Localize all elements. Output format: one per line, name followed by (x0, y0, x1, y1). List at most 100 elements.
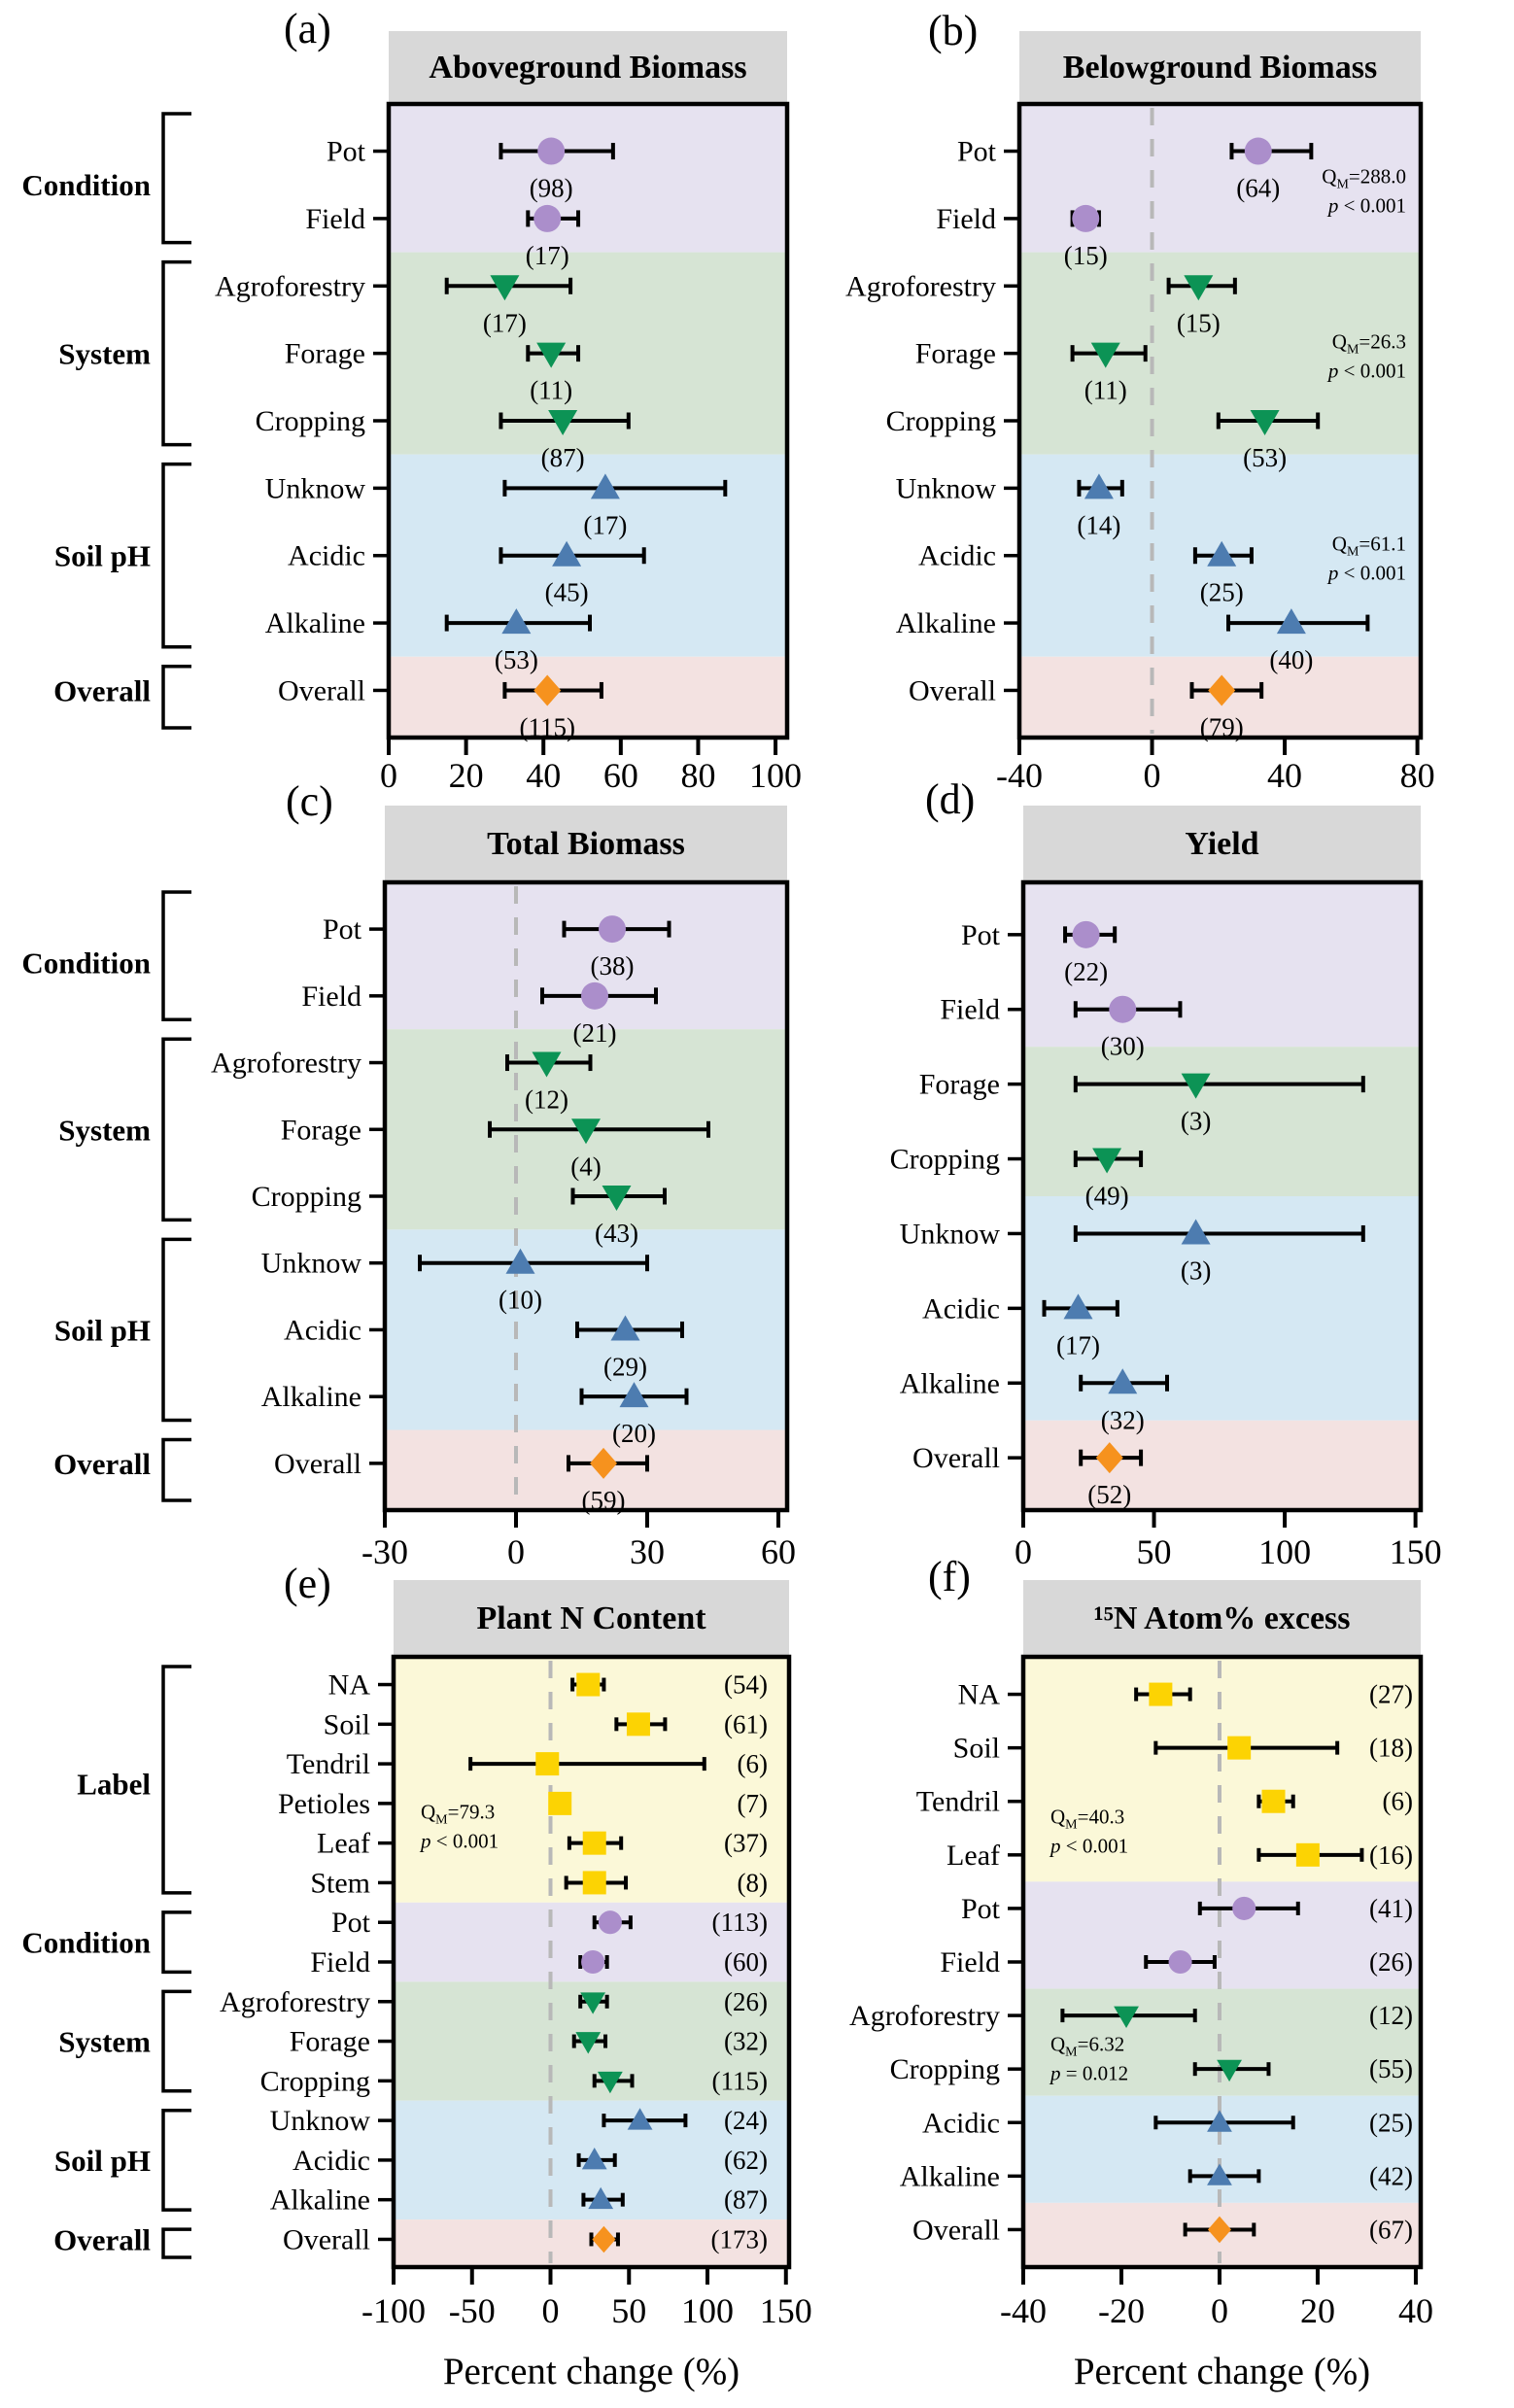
panel-f-title: ¹⁵N Atom% excess (1023, 1580, 1421, 1657)
category-label: Cropping (890, 1144, 1000, 1176)
plot-border (386, 101, 790, 740)
p-annotation: p < 0.001 (1326, 562, 1406, 585)
category-label: Pot (327, 136, 366, 168)
category-label: Unknow (261, 1248, 362, 1280)
panel-a-plot: Pot (98) Field (17) Agroforestry (17) Forage (1… (21, 101, 802, 795)
band-soilph (1023, 2095, 1421, 2203)
band-condition (1023, 1881, 1421, 1989)
count-label: (26) (1369, 1947, 1413, 1977)
count-label: (3) (1181, 1107, 1211, 1136)
x-tick-label: 150 (1390, 1532, 1442, 1571)
count-label: (52) (1087, 1480, 1131, 1509)
category-label: Acidic (292, 2145, 370, 2177)
marker-diamond (1095, 1442, 1123, 1474)
count-label: (8) (738, 1868, 768, 1897)
band-overall (385, 1429, 787, 1510)
count-label: (4) (570, 1152, 601, 1181)
marker-square (1149, 1682, 1173, 1706)
count-label: (49) (1085, 1182, 1129, 1211)
band-label (394, 1657, 789, 1903)
category-label: Unknow (270, 2105, 371, 2137)
count-label: (61) (724, 1709, 768, 1738)
count-label: (67) (1369, 2215, 1413, 2244)
marker-triangle-down (548, 410, 578, 435)
marker-circle (537, 137, 566, 165)
x-tick-label: 20 (449, 756, 484, 795)
count-label: (18) (1369, 1734, 1413, 1763)
count-label: (54) (724, 1670, 768, 1700)
plot-border (1020, 879, 1424, 1513)
count-label: (87) (724, 2185, 768, 2215)
marker-diamond (592, 2225, 616, 2253)
marker-triangle-up (552, 540, 582, 567)
category-label: Cropping (256, 405, 365, 437)
count-label: (53) (495, 645, 538, 674)
group-bracket (161, 259, 191, 447)
x-tick-label: 40 (526, 756, 561, 795)
group-bracket (161, 2108, 191, 2212)
marker-triangle-down (490, 275, 520, 301)
category-label: Overall (274, 1448, 361, 1480)
marker-triangle-down (1090, 342, 1120, 368)
category-label: Field (305, 203, 365, 235)
category-label: Unknow (900, 1218, 1001, 1250)
category-label: Alkaline (261, 1381, 361, 1413)
count-label: (20) (612, 1419, 656, 1448)
count-label: (17) (1056, 1330, 1100, 1359)
marker-diamond (1208, 674, 1236, 706)
count-label: (3) (1181, 1256, 1211, 1285)
category-label: Alkaline (896, 607, 996, 639)
band-condition (1023, 882, 1421, 1048)
count-label: (55) (1369, 2054, 1413, 2083)
marker-triangle-up (619, 1382, 649, 1408)
category-label: Tendril (287, 1748, 370, 1780)
count-label: (17) (526, 241, 569, 270)
marker-triangle-down (1217, 2059, 1242, 2082)
group-label: Overall (53, 1447, 151, 1481)
panel-d-title-text: Yield (1185, 825, 1259, 862)
qm-annotation: QM=288.0 (1322, 165, 1406, 192)
marker-triangle-down (597, 2071, 623, 2094)
category-label: Overall (283, 2223, 370, 2255)
panel-e-letter: (e) (284, 1560, 331, 1607)
band-condition (385, 882, 787, 1030)
x-tick-label: 0 (1144, 756, 1161, 795)
category-label: Pot (957, 136, 997, 168)
category-label: Acidic (288, 540, 365, 572)
count-label: (25) (1369, 2108, 1413, 2137)
x-tick-label: 80 (1400, 756, 1435, 795)
category-label: Agroforestry (215, 270, 365, 302)
marker-square (535, 1752, 560, 1776)
marker-triangle-up (505, 1248, 535, 1274)
marker-triangle-down (580, 1992, 606, 2014)
qm-annotation: QM=6.32 (1050, 2032, 1124, 2059)
panel-e-plot: NA (54) Soil (61) Tendril (6) Petioles (7) Leaf (… (21, 1654, 812, 2330)
panel-b-letter: (b) (928, 7, 979, 54)
group-bracket (161, 665, 191, 730)
category-label: Overall (909, 674, 996, 706)
panel-d-plot: Pot (22) Field (30) Forage (3) Cropping (49) Unk… (890, 879, 1442, 1571)
marker-square (1295, 1842, 1320, 1867)
group-label: Overall (53, 673, 151, 707)
marker-diamond (590, 1447, 617, 1479)
category-label: Field (936, 203, 996, 235)
category-label: Field (301, 980, 361, 1013)
marker-triangle-up (627, 2108, 653, 2130)
category-label: Alkaline (270, 2184, 370, 2217)
count-label: (30) (1101, 1032, 1145, 1061)
panel-f-plot: NA (27) Soil (18) Tendril (6) Leaf (16) Pot (41) F… (849, 1654, 1433, 2330)
panel-c-letter: (c) (286, 777, 333, 825)
marker-square (1261, 1789, 1286, 1813)
panel-c-title-text: Total Biomass (487, 825, 685, 862)
x-tick-label: 40 (1398, 2291, 1433, 2330)
group-label: Condition (21, 946, 151, 980)
marker-circle (1168, 1949, 1192, 1975)
marker-triangle-down (1092, 1148, 1122, 1174)
x-tick-label: -50 (449, 2291, 496, 2330)
category-label: Soil (324, 1708, 370, 1740)
group-label: Soil pH (54, 1313, 151, 1347)
category-label: Overall (912, 1442, 1000, 1474)
count-label: (12) (1369, 2001, 1413, 2030)
count-label: (98) (530, 174, 573, 203)
